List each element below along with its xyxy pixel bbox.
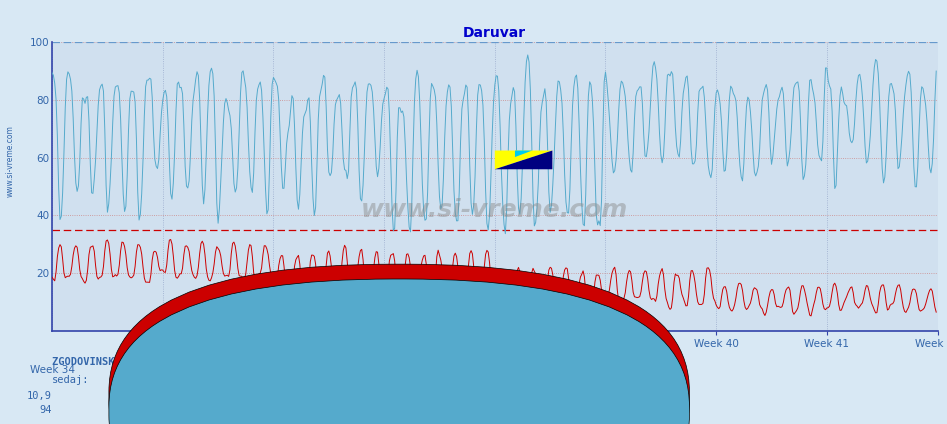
Polygon shape (495, 151, 552, 169)
Text: Week 34: Week 34 (29, 365, 75, 375)
Polygon shape (495, 151, 552, 169)
Text: maks.:: maks.: (298, 375, 336, 385)
Polygon shape (515, 151, 532, 157)
Text: sedaj:: sedaj: (52, 375, 90, 385)
Text: www.si-vreme.com: www.si-vreme.com (361, 198, 629, 222)
Text: Daruvar: Daruvar (393, 375, 437, 385)
Text: vlaga [%]: vlaga [%] (408, 405, 464, 416)
Text: povpr.:: povpr.: (213, 375, 257, 385)
Text: 75: 75 (201, 405, 213, 416)
Text: www.si-vreme.com: www.si-vreme.com (6, 125, 15, 197)
Text: 1,8: 1,8 (109, 391, 128, 401)
Title: Daruvar: Daruvar (463, 26, 527, 40)
Text: 17,9: 17,9 (188, 391, 213, 401)
Text: 34,9: 34,9 (274, 391, 298, 401)
Text: 94: 94 (40, 405, 52, 416)
Text: 10,9: 10,9 (27, 391, 52, 401)
Text: ZGODOVINSKE  IN  TRENUTNE  VREDNOSTI: ZGODOVINSKE IN TRENUTNE VREDNOSTI (52, 357, 277, 367)
Text: 22: 22 (116, 405, 128, 416)
Text: min.:: min.: (128, 375, 159, 385)
Text: temperatura [C]: temperatura [C] (408, 391, 502, 401)
Text: 100: 100 (279, 405, 298, 416)
